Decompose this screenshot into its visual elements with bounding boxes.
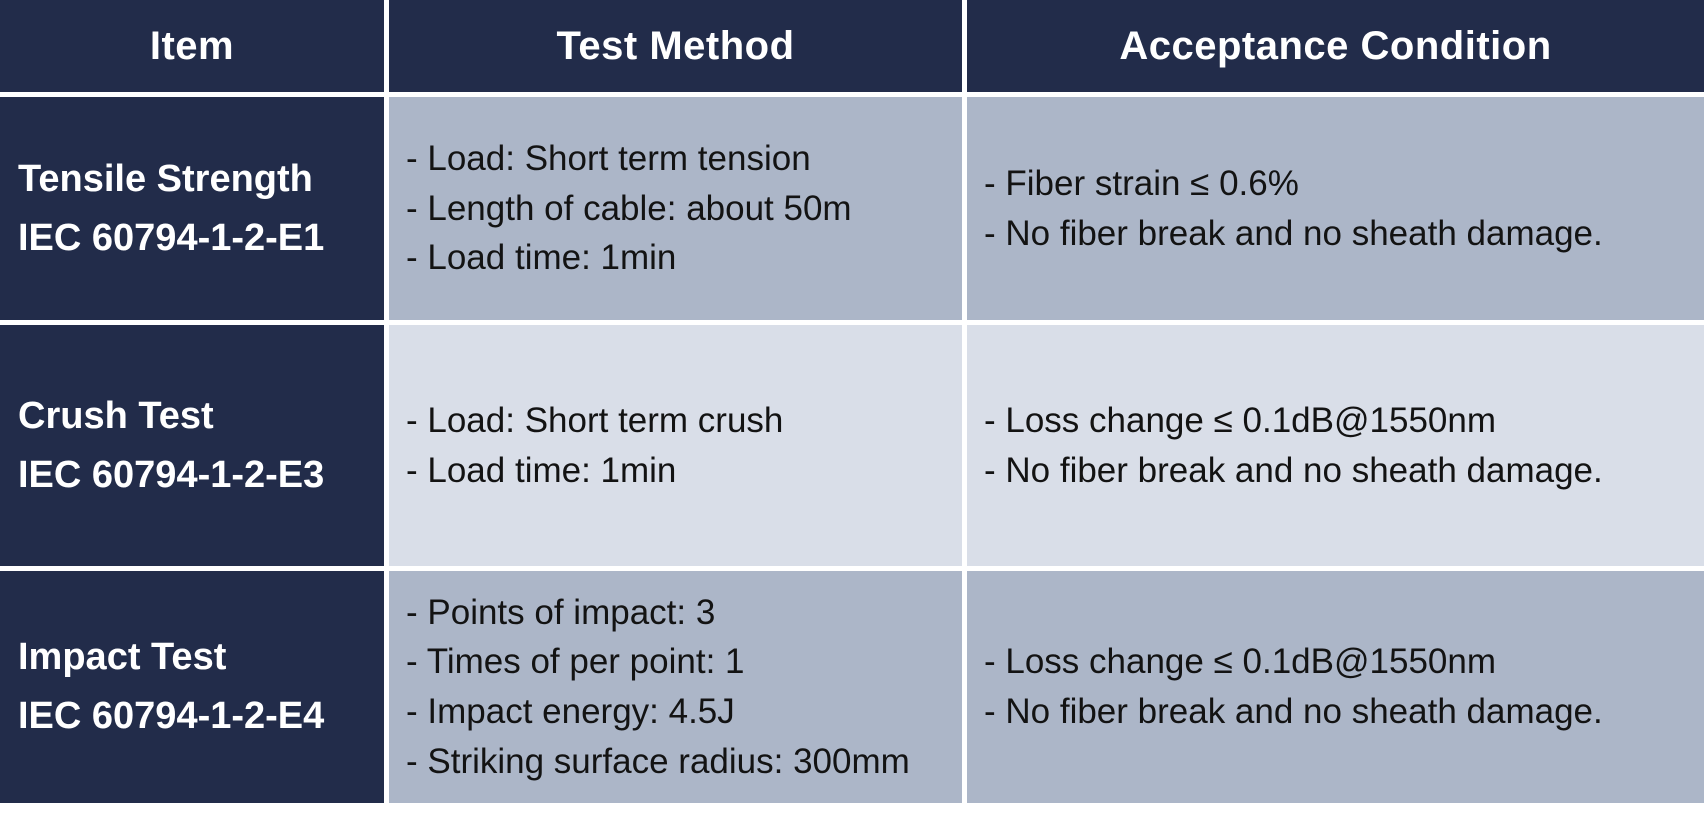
column-header-label: Test Method — [556, 23, 795, 68]
cell-line: - Load: Short term crush — [406, 400, 784, 440]
column-header-item: Item — [0, 0, 384, 92]
cell-line: - Loss change ≤ 0.1dB@1550nm — [984, 642, 1496, 682]
acceptance-condition-cell: - Loss change ≤ 0.1dB@1550nm - No fiber … — [967, 571, 1704, 803]
item-standard: IEC 60794-1-2-E3 — [18, 453, 325, 496]
cell-line: - Striking surface radius: 300mm — [406, 741, 910, 781]
cell-line: - No fiber break and no sheath damage. — [984, 213, 1603, 253]
cell-line: - Fiber strain ≤ 0.6% — [984, 163, 1299, 203]
cell-line: - Points of impact: 3 — [406, 592, 716, 632]
column-header-acceptance-condition: Acceptance Condition — [967, 0, 1704, 92]
cell-line: - Times of per point: 1 — [406, 642, 745, 682]
cell-line: - No fiber break and no sheath damage. — [984, 692, 1603, 731]
test-method-cell: - Load: Short term tension - Length of c… — [389, 97, 962, 320]
test-method-cell: - Points of impact: 3 - Times of per poi… — [389, 571, 962, 803]
item-cell: Crush Test IEC 60794-1-2-E3 — [0, 325, 384, 566]
acceptance-condition-cell: - Fiber strain ≤ 0.6% - No fiber break a… — [967, 97, 1704, 320]
cell-line: - Load time: 1min — [406, 450, 677, 490]
cell-line: - Load time: 1min — [406, 238, 677, 278]
acceptance-condition-cell: - Loss change ≤ 0.1dB@1550nm - No fiber … — [967, 325, 1704, 566]
item-standard: IEC 60794-1-2-E4 — [18, 695, 325, 737]
item-title: Crush Test — [18, 394, 214, 437]
item-standard: IEC 60794-1-2-E1 — [18, 216, 325, 259]
column-header-label: Item — [149, 23, 235, 68]
cell-line: - No fiber break and no sheath damage. — [984, 450, 1603, 490]
item-title: Impact Test — [18, 636, 227, 679]
cell-line: - Load: Short term tension — [406, 138, 811, 178]
cell-line: - Impact energy: 4.5J — [406, 692, 735, 731]
item-cell: Impact Test IEC 60794-1-2-E4 — [0, 571, 384, 803]
item-title: Tensile Strength — [18, 157, 313, 200]
column-header-label: Acceptance Condition — [1119, 23, 1552, 68]
test-method-cell: - Load: Short term crush - Load time: 1m… — [389, 325, 962, 566]
item-cell: Tensile Strength IEC 60794-1-2-E1 — [0, 97, 384, 320]
cell-line: - Loss change ≤ 0.1dB@1550nm — [984, 400, 1496, 440]
column-header-test-method: Test Method — [389, 0, 962, 92]
cell-line: - Length of cable: about 50m — [406, 188, 852, 228]
